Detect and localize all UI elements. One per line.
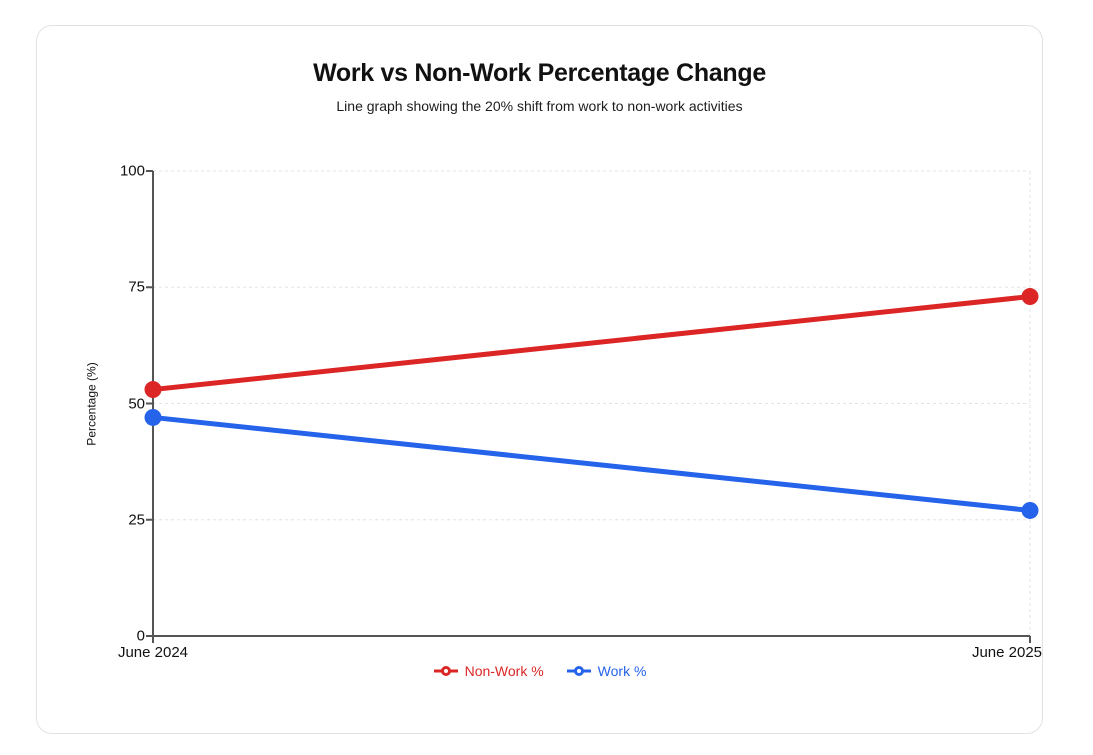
y-axis-tick-label: 25 (128, 511, 145, 529)
legend-item: Non-Work % (433, 663, 544, 679)
y-axis-tick-label: 100 (119, 162, 145, 180)
series-line (150, 294, 1033, 393)
chart-title: Work vs Non-Work Percentage Change (313, 59, 766, 87)
legend-line-marker-icon (566, 666, 591, 676)
data-point (144, 381, 162, 399)
chart-card: Work vs Non-Work Percentage Change Line … (36, 25, 1043, 734)
y-axis-tick-label: 75 (128, 278, 145, 296)
legend-label: Non-Work % (464, 663, 544, 679)
y-axis-tick-label: 0 (136, 627, 145, 645)
x-axis-tick-label-june-2024: June 2024 (117, 644, 189, 661)
x-axis-tick-label-june-2025: June 2025 (971, 644, 1043, 661)
legend-line-marker-icon (433, 666, 458, 676)
chart-subtitle: Line graph showing the 20% shift from wo… (336, 98, 743, 114)
series-line (150, 414, 1033, 513)
line-chart-svg (144, 170, 1039, 643)
data-point (1021, 288, 1039, 306)
y-axis-tick-label: 50 (128, 395, 145, 412)
data-point (144, 408, 162, 426)
line-chart-plot-area (144, 170, 1039, 643)
data-point (1021, 501, 1039, 519)
legend-item: Work % (566, 663, 647, 679)
legend-label: Work % (597, 663, 647, 679)
legend: Non-Work % Work % (37, 663, 1042, 679)
